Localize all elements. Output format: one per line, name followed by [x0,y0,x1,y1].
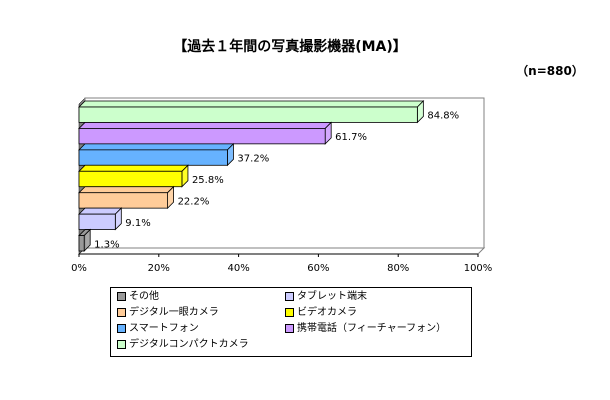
bar-top [78,122,333,129]
bar [78,106,418,123]
legend-label: ビデオカメラ [297,307,357,318]
x-axis-tick-label: 40% [227,263,249,274]
x-axis-tick-label: 20% [148,263,170,274]
legend-swatch [117,339,126,349]
legend-item: ビデオカメラ [285,306,357,321]
bar-value-label: 1.3% [94,239,119,250]
sample-size-label: （n=880） [516,64,584,78]
bar [78,128,326,145]
bar-top [78,164,189,172]
legend-swatch [117,291,126,301]
legend-item: スマートフォン [117,322,199,337]
legend-label: スマートフォン [129,323,199,334]
bar-value-label: 9.1% [125,218,150,229]
bar [78,213,116,230]
legend-item: デジタル一眼カメラ [117,306,219,321]
legend-item: 携帯電話（フィーチャーフォン） [285,322,446,337]
legend-label: その他 [129,291,159,302]
bar [78,170,183,188]
legend-label: デジタルコンパクトカメラ [129,339,249,350]
bar-top [78,186,175,194]
legend-label: デジタル一眼カメラ [129,307,219,318]
legend-swatch [285,323,294,333]
bar-top [78,207,123,215]
bar-value-label: 25.8% [192,175,224,186]
x-axis-tick-label: 0% [71,263,87,274]
legend-swatch [285,307,294,317]
bar-value-label: 22.2% [178,196,210,207]
legend: その他 タブレット端末デジタル一眼カメラ ビデオカメラスマートフォン 携帯電話（フィー… [110,287,472,357]
bar-value-label: 37.2% [237,154,269,165]
legend-item: タブレット端末 [285,290,367,305]
x-axis-tick-label: 100% [464,263,493,274]
bar-value-label: 61.7% [335,132,367,143]
bar-chart: 84.8% 61.7% 37.2% 25.8% 22.2% 9.1% 1.3% 0% 20% 40… [71,97,493,274]
legend-label: 携帯電話（フィーチャーフォン） [297,323,447,334]
legend-label: タブレット端末 [297,291,367,302]
x-axis-tick-label: 80% [387,263,409,274]
bar-value-label: 84.8% [427,111,459,122]
legend-swatch [117,323,126,333]
chart-title: 【過去１年間の写真撮影機器(MA)】 [173,39,407,55]
bar-top [78,100,425,108]
legend-swatch [117,307,126,317]
bar [78,192,168,209]
plot-area-floor [77,247,486,255]
bar [78,149,228,166]
legend-item: その他 [117,290,159,305]
bar-top [78,143,235,151]
legend-swatch [285,291,294,301]
bar [78,235,85,252]
legend-item: デジタルコンパクトカメラ [117,338,249,353]
x-axis-tick-label: 60% [307,263,329,274]
